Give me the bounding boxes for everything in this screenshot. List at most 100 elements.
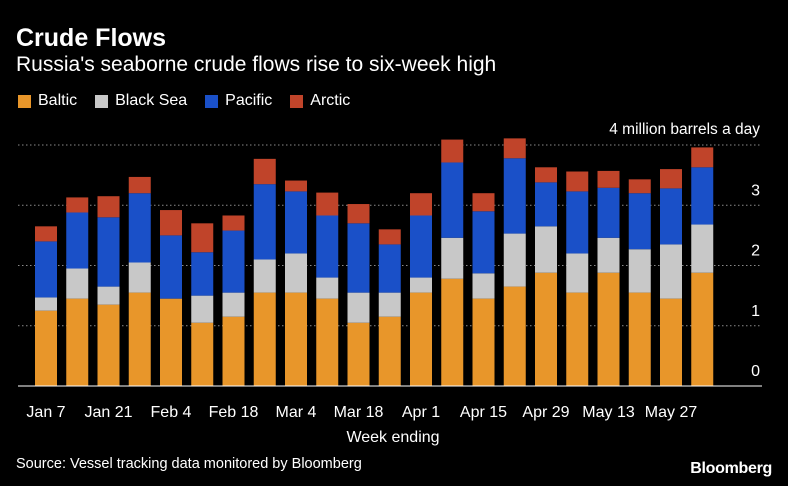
bar-segment-baltic bbox=[347, 322, 370, 386]
bar-segment-pacific bbox=[253, 184, 276, 260]
bar-segment-pacific bbox=[660, 188, 682, 245]
bar-segment-black-sea bbox=[472, 273, 495, 299]
bar-segment-black-sea bbox=[285, 253, 307, 293]
bar-segment-baltic bbox=[660, 298, 682, 386]
bar-segment-baltic bbox=[410, 292, 432, 386]
bar-segment-arctic bbox=[566, 171, 589, 192]
bar-segment-arctic bbox=[222, 215, 245, 231]
bar-stack bbox=[566, 171, 589, 386]
bar-segment-baltic bbox=[191, 322, 214, 386]
bar-segment-pacific bbox=[285, 191, 307, 254]
bar-stack bbox=[410, 193, 432, 386]
bar-segment-pacific bbox=[160, 235, 182, 299]
y-axis-unit-label: 4 million barrels a day bbox=[609, 121, 760, 138]
bar-segment-baltic bbox=[97, 304, 120, 386]
bar-segment-black-sea bbox=[128, 262, 151, 293]
bar-segment-arctic bbox=[35, 226, 57, 242]
bar-stack bbox=[660, 169, 682, 386]
bar-stack bbox=[191, 223, 214, 386]
legend-label-pacific: Pacific bbox=[225, 92, 273, 109]
bar-segment-arctic bbox=[597, 170, 620, 188]
x-tick-label: Mar 4 bbox=[276, 404, 317, 421]
bar-segment-baltic bbox=[566, 292, 589, 386]
bar-segment-pacific bbox=[316, 215, 339, 278]
legend-item-baltic: Baltic bbox=[18, 92, 77, 110]
bar-segment-baltic bbox=[628, 292, 651, 386]
bar-segment-pacific bbox=[191, 252, 214, 296]
bar-segment-black-sea bbox=[535, 226, 557, 273]
bloomberg-logo: Bloomberg bbox=[690, 460, 772, 477]
bar-segment-arctic bbox=[316, 192, 339, 216]
bar-segment-baltic bbox=[597, 272, 620, 386]
bar-segment-arctic bbox=[66, 197, 89, 213]
legend-label-black-sea: Black Sea bbox=[115, 92, 188, 109]
bar-stack bbox=[35, 226, 57, 386]
bar-segment-black-sea bbox=[597, 237, 620, 273]
bar-segment-baltic bbox=[128, 292, 151, 386]
bar-segment-arctic bbox=[285, 180, 307, 192]
bar-segment-pacific bbox=[441, 162, 464, 238]
bar-segment-pacific bbox=[503, 158, 526, 234]
x-tick-label: May 27 bbox=[645, 404, 698, 421]
bar-segment-pacific bbox=[128, 193, 151, 263]
y-tick-label-2: 2 bbox=[751, 243, 760, 260]
bar-segment-baltic bbox=[378, 316, 401, 386]
bars bbox=[35, 138, 714, 386]
x-tick-label: Feb 18 bbox=[209, 404, 259, 421]
bar-segment-pacific bbox=[566, 191, 589, 254]
bar-segment-arctic bbox=[441, 139, 464, 163]
bar-segment-black-sea bbox=[566, 253, 589, 293]
bar-segment-pacific bbox=[472, 211, 495, 274]
bar-stack bbox=[378, 229, 401, 386]
legend-item-arctic: Arctic bbox=[290, 92, 350, 110]
bar-segment-arctic bbox=[97, 196, 120, 218]
bar-stack bbox=[597, 170, 620, 386]
bar-segment-pacific bbox=[66, 212, 89, 269]
bar-segment-baltic bbox=[66, 298, 89, 386]
bar-segment-baltic bbox=[253, 292, 276, 386]
bar-stack bbox=[128, 176, 151, 386]
bar-segment-arctic bbox=[660, 169, 682, 189]
stacked-bar-chart: 4 million barrels a day Week ending 0 1 2 3… bbox=[18, 121, 762, 446]
bar-stack bbox=[503, 138, 526, 386]
legend-swatch-baltic bbox=[18, 94, 31, 108]
bar-segment-pacific bbox=[378, 244, 401, 293]
bar-segment-pacific bbox=[628, 193, 651, 250]
bar-segment-black-sea bbox=[660, 244, 682, 299]
bar-segment-black-sea bbox=[410, 277, 432, 293]
legend-item-pacific: Pacific bbox=[205, 92, 272, 110]
bar-segment-black-sea bbox=[347, 292, 370, 323]
x-axis-title: Week ending bbox=[346, 429, 439, 446]
bar-segment-baltic bbox=[285, 292, 307, 386]
bar-segment-black-sea bbox=[66, 268, 89, 299]
legend-swatch-arctic bbox=[290, 94, 304, 108]
bar-stack bbox=[535, 167, 557, 386]
bar-segment-arctic bbox=[691, 147, 714, 168]
bar-stack bbox=[222, 215, 245, 386]
bar-stack bbox=[347, 204, 370, 386]
bar-stack bbox=[66, 197, 89, 386]
y-tick-label-0: 0 bbox=[751, 363, 760, 380]
x-tick-label: Apr 15 bbox=[460, 404, 507, 421]
bar-segment-baltic bbox=[472, 298, 495, 386]
bar-segment-arctic bbox=[253, 158, 276, 185]
chart-legend: Baltic Black Sea Pacific Arctic bbox=[18, 92, 350, 110]
bar-segment-baltic bbox=[35, 310, 57, 386]
bar-segment-arctic bbox=[378, 229, 401, 245]
bar-segment-arctic bbox=[347, 204, 370, 224]
y-tick-label-3: 3 bbox=[751, 182, 760, 199]
bar-segment-black-sea bbox=[378, 292, 401, 317]
bar-segment-arctic bbox=[160, 210, 182, 236]
bar-segment-baltic bbox=[441, 278, 464, 386]
bar-segment-pacific bbox=[222, 230, 245, 293]
y-tick-label-1: 1 bbox=[751, 303, 760, 320]
bar-segment-baltic bbox=[316, 298, 339, 386]
bar-segment-pacific bbox=[410, 215, 432, 278]
bar-stack bbox=[160, 210, 182, 386]
bar-segment-baltic bbox=[222, 316, 245, 386]
bar-segment-black-sea bbox=[253, 259, 276, 293]
source-note: Source: Vessel tracking data monitored b… bbox=[16, 456, 362, 472]
legend-swatch-pacific bbox=[205, 94, 219, 108]
x-tick-label: Feb 4 bbox=[151, 404, 192, 421]
bar-segment-black-sea bbox=[191, 295, 214, 323]
